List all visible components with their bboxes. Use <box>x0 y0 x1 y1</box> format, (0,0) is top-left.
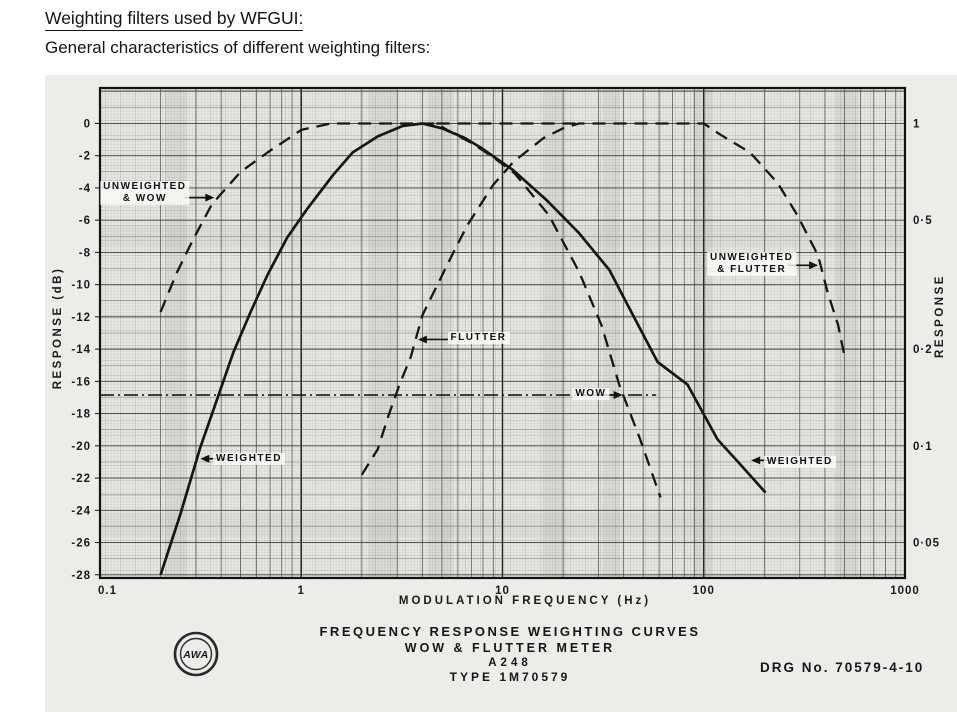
caption-line-3: A248 <box>488 657 532 669</box>
yaxis-left-tick: -28 <box>71 570 91 582</box>
page-subtitle: General characteristics of different wei… <box>45 38 431 57</box>
yaxis-left-tick: -22 <box>71 473 91 485</box>
yaxis-left-tick: -24 <box>71 505 91 517</box>
xaxis-tick: 0.1 <box>98 585 117 597</box>
yaxis-left-tick: -2 <box>79 151 91 163</box>
yaxis-right-title: RESPONSE <box>934 274 946 358</box>
awa-logo-text: AWA <box>182 649 208 661</box>
yaxis-left-tick: 0 <box>84 118 91 130</box>
xaxis-tick: 10 <box>495 585 510 597</box>
yaxis-left-tick: -16 <box>71 376 91 388</box>
yaxis-left-tick: -20 <box>71 441 91 453</box>
scanned-figure: 0 -2 -4 -6 -8 -10 -12 -14 -16 -18 -20 -22 -24 -26 -28 0… <box>45 75 957 712</box>
yaxis-right-tick: 0·5 <box>913 215 933 227</box>
yaxis-left-tick: -8 <box>79 247 91 259</box>
yaxis-left-tick: -6 <box>79 215 91 227</box>
page-title-text: Weighting filters used by WFGUI: <box>45 8 304 31</box>
xaxis-tick: 1000 <box>890 585 920 597</box>
yaxis-left-tick: -18 <box>71 409 91 421</box>
yaxis-left-title: RESPONSE (dB) <box>52 266 64 390</box>
xaxis-tick: 100 <box>693 585 715 597</box>
yaxis-right-tick: 0·2 <box>913 344 933 356</box>
yaxis-left-tick: -26 <box>71 538 91 550</box>
yaxis-right-tick: 0·05 <box>913 538 940 550</box>
caption-line-2: WOW & FLUTTER METER <box>404 641 616 655</box>
caption-line-1: FREQUENCY RESPONSE WEIGHTING CURVES <box>319 624 701 639</box>
yaxis-left-tick: -10 <box>71 280 91 292</box>
yaxis-left-tick: -14 <box>71 344 91 356</box>
caption-line-4: TYPE 1M70579 <box>449 670 571 684</box>
xaxis-title: MODULATION FREQUENCY (Hz) <box>398 595 652 607</box>
yaxis-right-tick: 0·1 <box>913 441 933 453</box>
yaxis-left-tick: -4 <box>79 183 91 195</box>
xaxis-tick: 1 <box>298 585 305 597</box>
yaxis-right-tick: 1 <box>913 118 920 130</box>
chart-canvas: 0 -2 -4 -6 -8 -10 -12 -14 -16 -18 -20 -22 -24 -26 -28 0… <box>71 86 940 597</box>
drawing-number: DRG No. 70579-4-10 <box>760 660 925 675</box>
awa-logo-icon: AWA <box>173 631 219 677</box>
page-title: Weighting filters used by WFGUI: <box>45 8 304 31</box>
yaxis-left-tick: -12 <box>71 312 91 324</box>
figure-caption: FREQUENCY RESPONSE WEIGHTING CURVES WOW … <box>285 624 735 684</box>
